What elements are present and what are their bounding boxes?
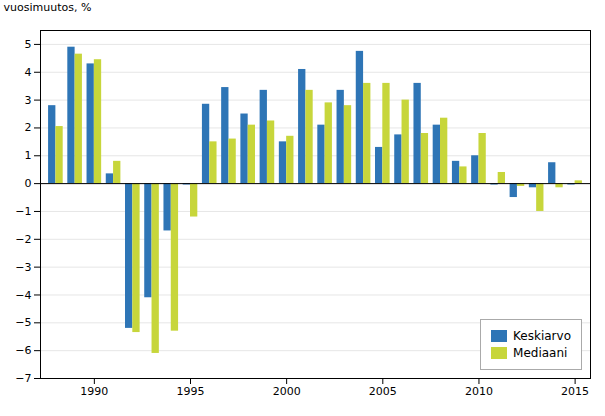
svg-text:0: 0 <box>25 177 32 190</box>
svg-text:1990: 1990 <box>80 385 108 398</box>
svg-text:−5: −5 <box>15 316 31 329</box>
svg-text:5: 5 <box>25 38 32 51</box>
svg-text:4: 4 <box>25 66 32 79</box>
svg-text:2000: 2000 <box>273 385 301 398</box>
svg-text:−6: −6 <box>15 344 31 357</box>
svg-text:−4: −4 <box>15 289 31 302</box>
svg-text:3: 3 <box>25 94 32 107</box>
svg-text:−1: −1 <box>15 205 31 218</box>
svg-text:1995: 1995 <box>177 385 205 398</box>
svg-text:−2: −2 <box>15 233 31 246</box>
svg-text:−3: −3 <box>15 261 31 274</box>
svg-text:vuosimuutos, %: vuosimuutos, % <box>4 1 92 14</box>
html-text:Keskiarvo: Keskiarvo <box>513 329 571 343</box>
svg-text:2015: 2015 <box>561 385 589 398</box>
svg-text:1: 1 <box>25 149 32 162</box>
svg-text:−7: −7 <box>15 372 31 385</box>
svg-text:2005: 2005 <box>369 385 397 398</box>
svg-text:2010: 2010 <box>465 385 493 398</box>
html-text:Mediaani: Mediaani <box>513 346 568 360</box>
svg-text:2: 2 <box>25 121 32 134</box>
